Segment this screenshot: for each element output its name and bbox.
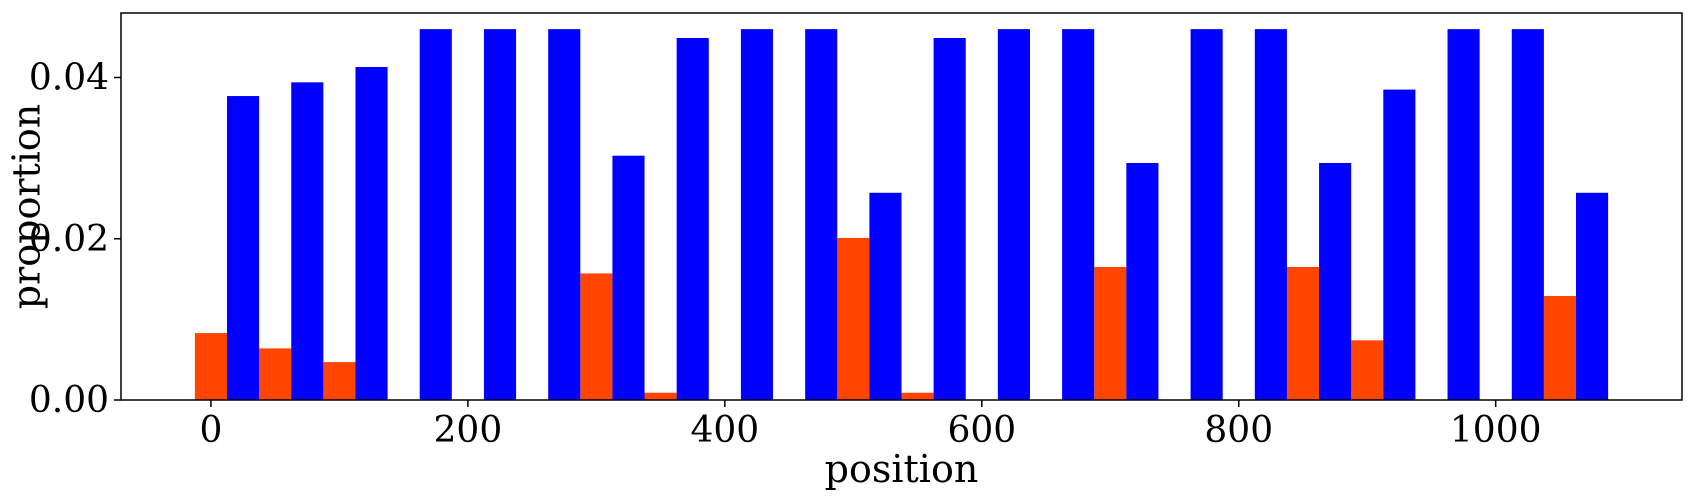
bar-series2-675 bbox=[1062, 29, 1095, 400]
x-tick-label: 1000 bbox=[1450, 410, 1542, 451]
plot-frame bbox=[120, 12, 1683, 401]
x-axis-ticks: 0 200 400 600 800 1000 bbox=[199, 400, 1542, 451]
bar-series1-300 bbox=[580, 273, 613, 400]
y-tick-label: 0.04 bbox=[29, 58, 109, 99]
bar-series1-350 bbox=[644, 392, 677, 400]
y-axis-ticks: 0.00 0.02 0.04 bbox=[29, 58, 121, 421]
bar-series2-375 bbox=[676, 37, 709, 401]
y-tick-label: 0.02 bbox=[29, 219, 109, 260]
bar-series2-225 bbox=[483, 29, 517, 400]
bar-series2-75 bbox=[291, 82, 324, 400]
bar-series2-725 bbox=[1126, 162, 1159, 400]
bar-series2-25 bbox=[226, 96, 260, 400]
x-tick-label: 800 bbox=[1204, 410, 1273, 451]
bar-series1-500 bbox=[837, 237, 870, 400]
x-tick-label: 0 bbox=[199, 410, 222, 451]
bar-series1-50 bbox=[259, 348, 292, 400]
bars-layer bbox=[194, 29, 1609, 401]
bar-series1-900 bbox=[1351, 340, 1384, 400]
y-tick-label: 0.00 bbox=[29, 380, 109, 421]
bar-series2-275 bbox=[548, 29, 581, 400]
bar-series2-975 bbox=[1447, 29, 1480, 400]
bar-series2-775 bbox=[1190, 29, 1223, 400]
bar-series2-475 bbox=[805, 29, 838, 400]
bar-series2-425 bbox=[740, 29, 774, 400]
bar-series1-0 bbox=[194, 333, 227, 400]
bar-series2-925 bbox=[1383, 89, 1416, 400]
bar-series1-100 bbox=[323, 362, 356, 400]
bar-series1-700 bbox=[1094, 266, 1127, 400]
x-axis-label: position bbox=[825, 447, 979, 491]
bar-series1-1050 bbox=[1543, 295, 1577, 400]
bar-series2-825 bbox=[1254, 29, 1287, 400]
bar-series1-850 bbox=[1286, 266, 1320, 400]
x-tick-label: 400 bbox=[690, 410, 759, 451]
x-tick-label: 600 bbox=[947, 410, 1016, 451]
bar-series1-550 bbox=[901, 392, 934, 400]
bar-series2-325 bbox=[612, 155, 645, 400]
y-axis-label: proportion bbox=[5, 104, 49, 310]
x-tick-label: 200 bbox=[434, 410, 503, 451]
bar-series2-625 bbox=[997, 29, 1030, 400]
bar-series2-125 bbox=[355, 67, 388, 401]
bar-series2-175 bbox=[419, 29, 452, 400]
bar-series2-875 bbox=[1319, 162, 1352, 400]
bar-series2-1075 bbox=[1576, 192, 1609, 400]
bar-series2-1025 bbox=[1511, 29, 1544, 400]
bar-series2-525 bbox=[869, 192, 902, 400]
bar-series2-575 bbox=[933, 37, 966, 401]
